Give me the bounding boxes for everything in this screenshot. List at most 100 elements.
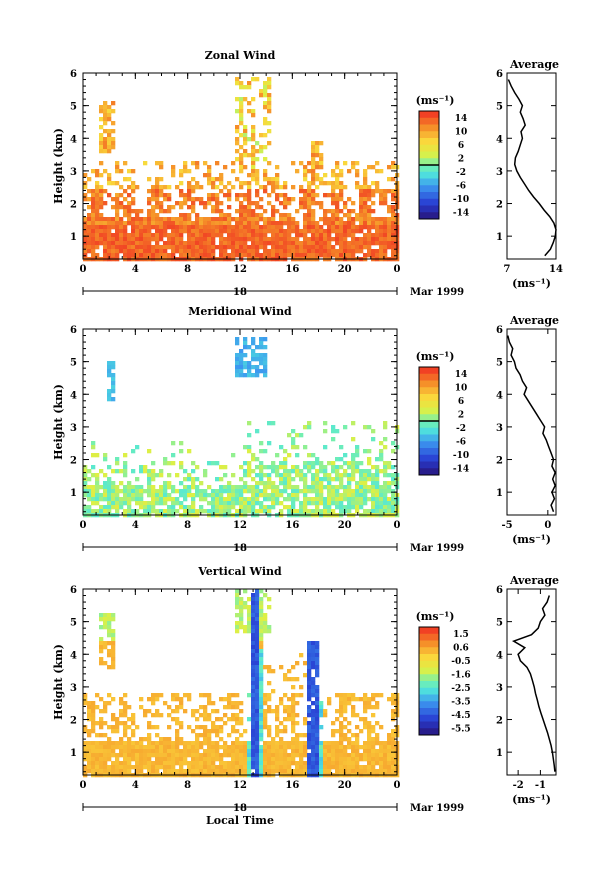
heatmap-cell	[247, 421, 252, 426]
heatmap-cell	[271, 757, 276, 762]
heatmap-cell	[191, 201, 196, 206]
heatmap-cell	[223, 245, 228, 250]
heatmap-cell	[95, 477, 100, 482]
heatmap-cell	[387, 209, 392, 214]
heatmap-cell	[163, 249, 168, 254]
heatmap-cell	[375, 489, 380, 494]
heatmap-cell	[107, 137, 112, 142]
heatmap-cell	[259, 89, 264, 94]
heatmap-cell	[155, 473, 160, 478]
heatmap-cell	[215, 161, 220, 166]
heatmap-cell	[371, 233, 376, 238]
heatmap-cell	[135, 477, 140, 482]
heatmap-cell	[267, 221, 272, 226]
heatmap-cell	[167, 761, 172, 766]
heatmap-cell	[159, 753, 164, 758]
heatmap-cell	[339, 701, 344, 706]
heatmap-cell	[303, 485, 308, 490]
heatmap-cell	[163, 229, 168, 234]
heatmap-cell	[91, 213, 96, 218]
heatmap-cell	[271, 221, 276, 226]
heatmap-cell	[363, 769, 368, 774]
heatmap-cell	[243, 209, 248, 214]
heatmap-cell	[179, 221, 184, 226]
heatmap-cell	[351, 461, 356, 466]
heatmap-cell	[375, 237, 380, 242]
heatmap-cell	[207, 221, 212, 226]
heatmap-cell	[127, 757, 132, 762]
heatmap-cell	[131, 449, 136, 454]
heatmap-cell	[107, 477, 112, 482]
heatmap-cell	[127, 717, 132, 722]
heatmap-cell	[239, 761, 244, 766]
heatmap-cell	[179, 241, 184, 246]
heatmap-cell	[335, 501, 340, 506]
heatmap-cell	[115, 197, 120, 202]
heatmap-cell	[315, 685, 320, 690]
heatmap-cell	[315, 497, 320, 502]
heatmap-cell	[107, 501, 112, 506]
heatmap-cell	[227, 481, 232, 486]
heatmap-cell	[387, 509, 392, 514]
heatmap-cell	[339, 225, 344, 230]
heatmap-cell	[259, 665, 264, 670]
heatmap-cell	[255, 353, 260, 358]
heatmap-cell	[271, 485, 276, 490]
heatmap-cell	[251, 661, 256, 666]
heatmap-cell	[219, 753, 224, 758]
heatmap-cell	[239, 721, 244, 726]
heatmap-cell	[239, 165, 244, 170]
heatmap-cell	[91, 229, 96, 234]
heatmap-cell	[163, 245, 168, 250]
heatmap-cell	[371, 713, 376, 718]
heatmap-cell	[203, 741, 208, 746]
heatmap-cell	[347, 761, 352, 766]
heatmap-cell	[107, 245, 112, 250]
heatmap-cell	[291, 445, 296, 450]
heatmap-cell	[303, 721, 308, 726]
heatmap-cell	[387, 769, 392, 774]
heatmap-cell	[259, 637, 264, 642]
heatmap-cell	[199, 237, 204, 242]
heatmap-cell	[295, 721, 300, 726]
heatmap-cell	[147, 229, 152, 234]
heatmap-cell	[147, 213, 152, 218]
heatmap-cell	[247, 485, 252, 490]
heatmap-cell	[251, 701, 256, 706]
heatmap-cell	[251, 133, 256, 138]
heatmap-cell	[111, 641, 116, 646]
heatmap-cell	[127, 485, 132, 490]
heatmap-cell	[379, 505, 384, 510]
heatmap-cell	[259, 621, 264, 626]
heatmap-cell	[91, 453, 96, 458]
heatmap-cell	[263, 749, 268, 754]
heatmap-cell	[371, 193, 376, 198]
heatmap-cell	[99, 485, 104, 490]
heatmap-cell	[371, 165, 376, 170]
heatmap-cell	[99, 233, 104, 238]
heatmap-cell	[159, 233, 164, 238]
heatmap-cell	[347, 693, 352, 698]
heatmap-cell	[167, 505, 172, 510]
heatmap-cell	[135, 209, 140, 214]
heatmap-cell	[291, 237, 296, 242]
heatmap-cell	[87, 733, 92, 738]
heatmap-cell	[111, 181, 116, 186]
heatmap-cell	[111, 505, 116, 510]
heatmap-cell	[243, 193, 248, 198]
heatmap-cell	[375, 761, 380, 766]
heatmap-cell	[327, 241, 332, 246]
heatmap-cell	[307, 741, 312, 746]
heatmap-cell	[143, 465, 148, 470]
colorbar-tick-label: -0.5	[451, 657, 470, 667]
heatmap-cell	[195, 185, 200, 190]
heatmap-cell	[107, 373, 112, 378]
heatmap-cell	[135, 485, 140, 490]
heatmap-cell	[359, 221, 364, 226]
heatmap-cell	[175, 761, 180, 766]
heatmap-cell	[163, 253, 168, 258]
heatmap-cell	[115, 161, 120, 166]
heatmap-cell	[251, 217, 256, 222]
heatmap-cell	[251, 617, 256, 622]
heatmap-cell	[235, 229, 240, 234]
